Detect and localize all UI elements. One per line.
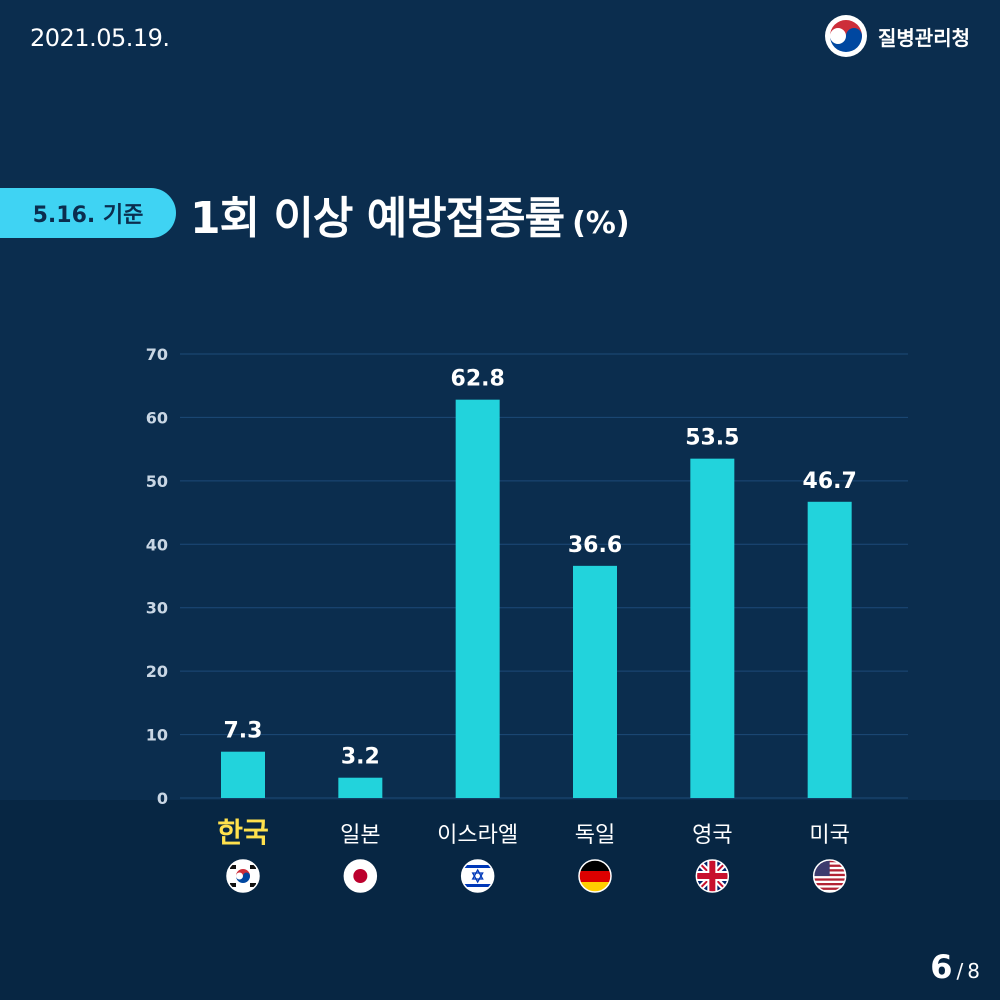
- category-label: 영국: [692, 823, 732, 848]
- page-separator: /: [956, 959, 964, 983]
- date-label: 2021.05.19.: [30, 24, 170, 52]
- page-current: 6: [930, 948, 953, 986]
- bar: [338, 777, 383, 798]
- data-label: 62.8: [451, 367, 505, 392]
- date-basis-label: 5.16. 기준: [32, 203, 144, 228]
- bottom-band: [0, 800, 1000, 1000]
- title-main: 1회 이상 예방접종률: [190, 193, 565, 244]
- title-unit: (%): [572, 206, 630, 241]
- united-states-flag-icon: [812, 859, 847, 893]
- y-tick-label: 70: [146, 345, 168, 364]
- labels-layer: 0 10 20 30 40 50 60 70 7.3 한국 3.2 일본 62.8 이스라엘 36.6 독일 5…: [146, 345, 857, 893]
- south-korea-flag-icon: [226, 859, 260, 893]
- y-tick-label: 40: [146, 535, 168, 554]
- bar: [573, 565, 617, 798]
- bar: [690, 458, 735, 798]
- y-tick-label: 50: [146, 472, 168, 491]
- bar: [807, 501, 852, 798]
- page-title: 1회 이상 예방접종률 (%): [190, 182, 630, 246]
- y-tick-label: 60: [146, 408, 168, 427]
- grid-layer: [180, 353, 908, 799]
- category-label: 미국: [809, 823, 849, 848]
- page-total: 8: [967, 959, 980, 983]
- data-label: 7.3: [224, 719, 263, 744]
- y-tick-label: 10: [146, 726, 168, 745]
- organization-header: 질병관리청: [824, 14, 970, 58]
- germany-flag-icon: [578, 859, 612, 893]
- data-label: 46.7: [803, 469, 857, 494]
- category-label: 한국: [217, 816, 269, 849]
- y-tick-label: 0: [157, 789, 168, 808]
- korea-government-emblem-icon: [825, 15, 867, 57]
- data-label: 36.6: [568, 533, 622, 558]
- israel-flag-icon: [460, 859, 495, 893]
- united-kingdom-flag-icon: [695, 859, 730, 893]
- data-label: 3.2: [341, 745, 380, 770]
- category-label: 일본: [340, 823, 380, 848]
- y-tick-label: 30: [146, 599, 168, 618]
- japan-flag-icon: [343, 859, 378, 893]
- y-tick-label: 20: [146, 662, 168, 681]
- category-label: 이스라엘: [437, 823, 518, 848]
- bars-layer: [221, 399, 852, 798]
- category-label: 독일: [575, 823, 615, 848]
- pagination: 6 / 8: [930, 948, 980, 986]
- bar: [221, 751, 265, 798]
- date-basis-badge: 5.16. 기준: [0, 188, 176, 238]
- bar: [455, 399, 500, 798]
- data-label: 53.5: [685, 426, 739, 451]
- organization-name: 질병관리청: [878, 25, 970, 50]
